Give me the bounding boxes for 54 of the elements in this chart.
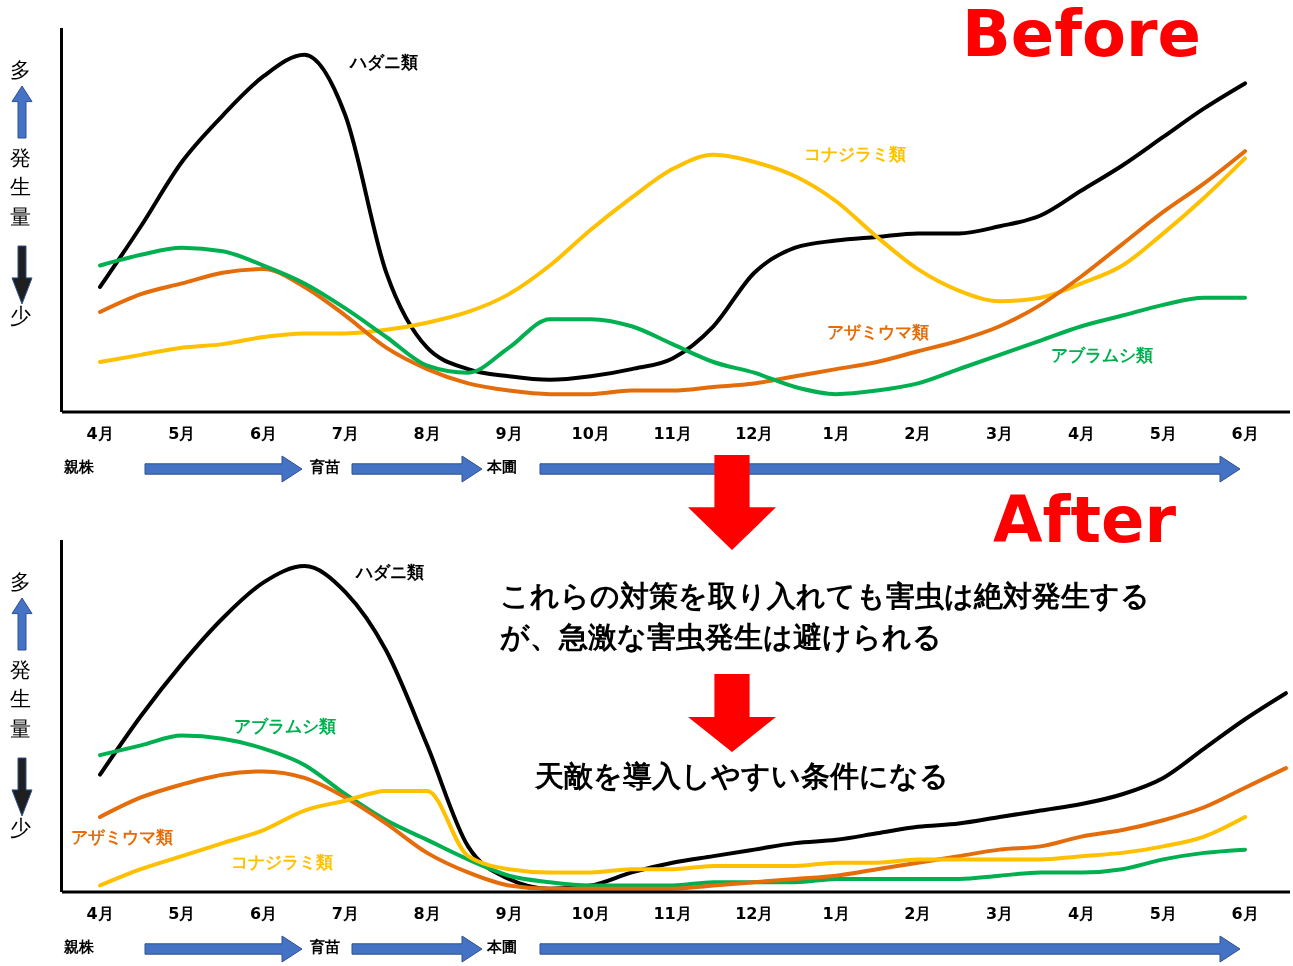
x-tick-label: 11月 xyxy=(653,904,692,924)
x-tick-label: 4月 xyxy=(86,904,114,924)
series-label: アブラムシ類 xyxy=(1051,345,1154,366)
x-tick-label: 3月 xyxy=(986,424,1014,444)
text: 親株 xyxy=(64,938,94,957)
series-label: ハダニ類 xyxy=(354,562,425,583)
x-tick-label: 6月 xyxy=(250,904,278,924)
series-label: コナジラミ類 xyxy=(804,143,907,164)
x-tick-label: 6月 xyxy=(1231,424,1259,444)
chart-title: Before xyxy=(962,0,1201,71)
series-label: アザミウマ類 xyxy=(71,827,174,848)
x-tick-label: 7月 xyxy=(331,904,359,924)
x-tick-label: 1月 xyxy=(822,424,850,444)
x-tick-label: 2月 xyxy=(904,424,932,444)
text: 育苗 xyxy=(310,938,340,957)
x-tick-label: 11月 xyxy=(653,424,692,444)
text: 親株 xyxy=(64,458,94,477)
series-label: アブラムシ類 xyxy=(233,715,336,736)
annotation: これらの対策を取り入れても害虫は絶対発生するが、急激な害虫発生は避けられる xyxy=(500,578,1151,656)
x-tick-label: 5月 xyxy=(1149,904,1177,924)
text: 多 xyxy=(10,57,31,84)
x-tick-label: 5月 xyxy=(1149,424,1177,444)
x-tick-label: 3月 xyxy=(986,904,1014,924)
y-axis-title: 発生量 xyxy=(10,657,32,743)
x-tick-label: 6月 xyxy=(1231,904,1259,924)
text: 本圃 xyxy=(487,458,517,477)
annotation: 天敵を導入しやすい条件になる xyxy=(535,758,950,795)
x-tick-label: 10月 xyxy=(571,424,610,444)
x-tick-label: 10月 xyxy=(571,904,610,924)
chart-title: After xyxy=(993,483,1176,557)
x-tick-label: 12月 xyxy=(735,424,774,444)
x-tick-label: 8月 xyxy=(413,904,441,924)
text: 多 xyxy=(10,569,31,596)
series-label: アザミウマ類 xyxy=(826,322,929,343)
text: 少 xyxy=(10,303,31,330)
x-tick-label: 12月 xyxy=(735,904,774,924)
text: 少 xyxy=(10,815,31,842)
x-tick-label: 2月 xyxy=(904,904,932,924)
x-tick-label: 4月 xyxy=(86,424,114,444)
x-tick-label: 9月 xyxy=(495,424,523,444)
x-tick-label: 4月 xyxy=(1067,904,1096,924)
x-tick-label: 6月 xyxy=(250,424,278,444)
x-tick-label: 7月 xyxy=(331,424,359,444)
x-tick-label: 5月 xyxy=(168,424,196,444)
x-tick-label: 5月 xyxy=(168,904,196,924)
series-label: コナジラミ類 xyxy=(230,852,333,873)
x-tick-label: 4月 xyxy=(1067,424,1096,444)
text: 本圃 xyxy=(487,938,517,957)
series-label: ハダニ類 xyxy=(348,51,419,72)
x-tick-label: 8月 xyxy=(413,424,441,444)
x-tick-label: 1月 xyxy=(822,904,850,924)
text: 育苗 xyxy=(310,458,340,477)
y-axis-title: 発生量 xyxy=(10,145,32,231)
x-tick-label: 9月 xyxy=(495,904,523,924)
